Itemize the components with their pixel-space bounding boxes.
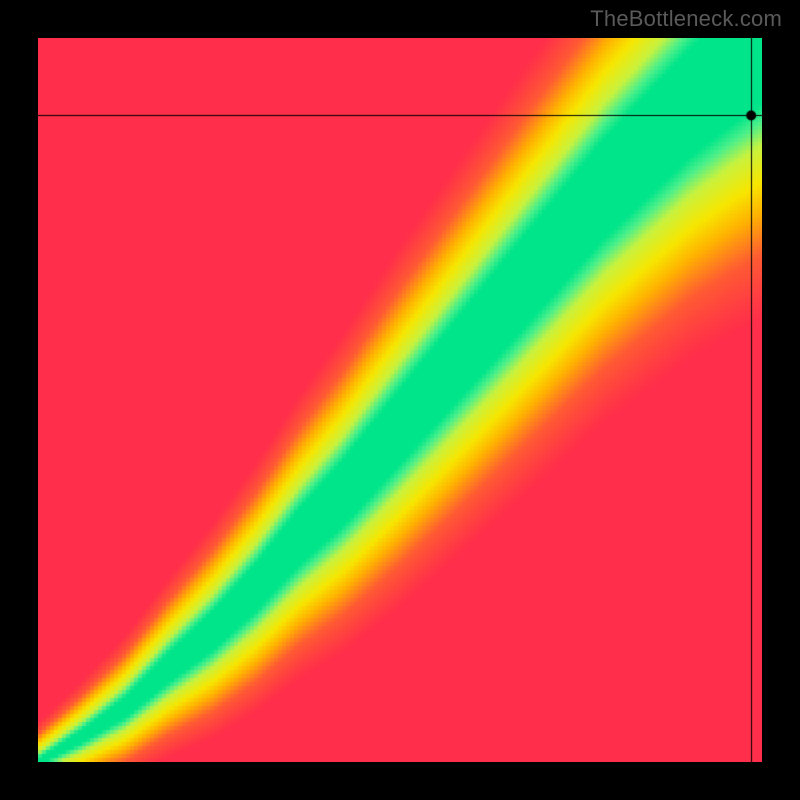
heatmap-plot [38,38,762,762]
heatmap-canvas [38,38,762,762]
watermark-text: TheBottleneck.com [590,6,782,32]
